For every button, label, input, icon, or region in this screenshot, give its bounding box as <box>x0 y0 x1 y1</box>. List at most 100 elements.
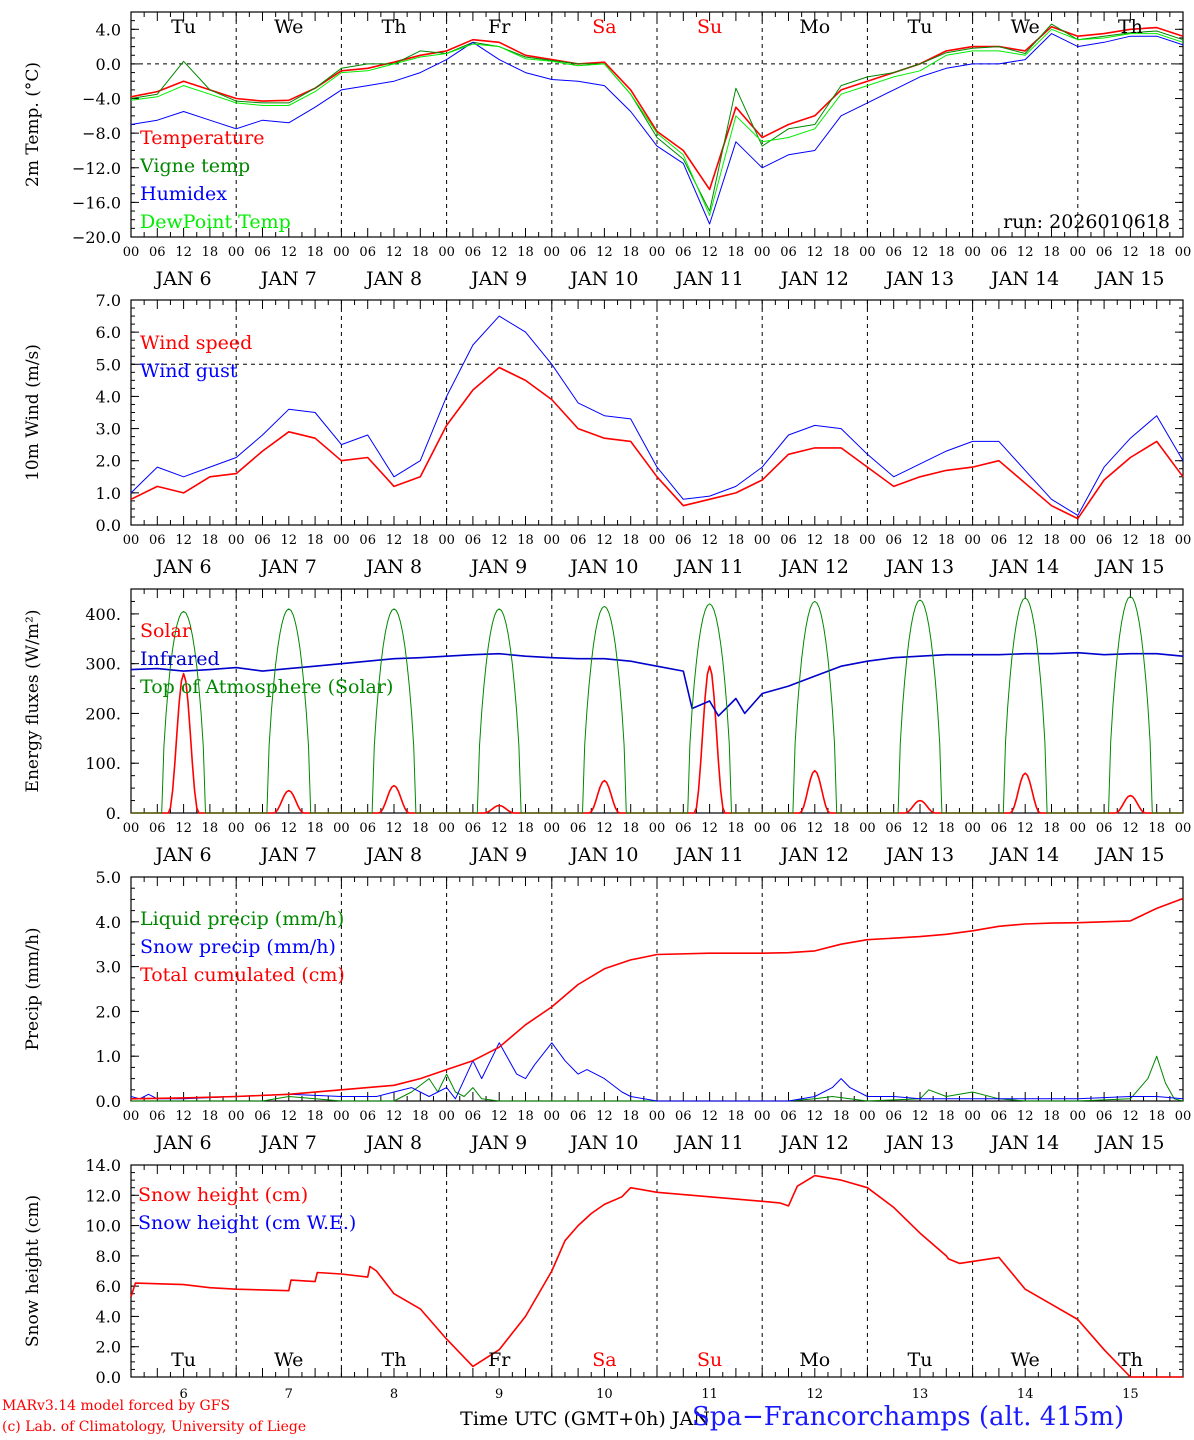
day-number-label: 6 <box>179 1387 187 1402</box>
hour-tick-label: 00 <box>649 533 666 548</box>
weekday-label: Th <box>1118 16 1143 38</box>
hour-tick-label: 18 <box>412 1109 429 1124</box>
hour-tick-label: 00 <box>333 533 350 548</box>
series-line-top-of-atmosphere-solar <box>131 596 1183 814</box>
hour-tick-label: 12 <box>596 821 613 836</box>
day-number-label: 12 <box>807 1387 824 1402</box>
date-label: JAN 11 <box>674 556 744 578</box>
hour-tick-label: 18 <box>517 1109 534 1124</box>
hour-tick-label: 00 <box>438 533 455 548</box>
y-tick-label: 300. <box>85 655 121 674</box>
hour-tick-label: 12 <box>1122 1109 1139 1124</box>
hour-tick-label: 12 <box>1017 1109 1034 1124</box>
date-label: JAN 10 <box>568 844 638 866</box>
date-label: JAN 7 <box>259 556 317 578</box>
hour-tick-label: 12 <box>1017 533 1034 548</box>
day-number-label: 8 <box>390 1387 398 1402</box>
legend-entry: Humidex <box>140 183 227 205</box>
hour-tick-label: 06 <box>780 821 797 836</box>
weekday-label: Tu <box>171 1349 196 1371</box>
hour-tick-label: 18 <box>202 533 219 548</box>
date-label: JAN 15 <box>1094 556 1164 578</box>
hour-tick-label: 00 <box>649 1109 666 1124</box>
day-number-label: 9 <box>495 1387 503 1402</box>
weekday-label: Tu <box>171 16 196 38</box>
hour-tick-label: 12 <box>701 533 718 548</box>
date-label: JAN 13 <box>884 268 954 290</box>
weekday-label: Sa <box>592 1349 616 1371</box>
series-line-wind-gust <box>130 315 1184 516</box>
hour-tick-label: 12 <box>1017 821 1034 836</box>
hour-tick-label: 06 <box>780 533 797 548</box>
hour-tick-label: 00 <box>1175 533 1192 548</box>
hour-tick-label: 00 <box>1070 1109 1087 1124</box>
hour-tick-label: 18 <box>517 821 534 836</box>
legend-entry: DewPoint Temp <box>140 211 291 233</box>
hour-tick-label: 18 <box>307 821 324 836</box>
legend-entry: Snow height (cm) <box>138 1184 308 1206</box>
date-label: JAN 9 <box>469 844 527 866</box>
hour-tick-label: 18 <box>1148 533 1165 548</box>
hour-tick-label: 00 <box>123 533 140 548</box>
y-tick-label: 0.0 <box>96 1368 121 1387</box>
hour-tick-label: 00 <box>333 245 350 260</box>
hour-tick-label: 00 <box>859 821 876 836</box>
hour-tick-label: 18 <box>1043 245 1060 260</box>
hour-tick-label: 06 <box>991 821 1008 836</box>
weekday-label: We <box>1011 1349 1040 1371</box>
date-label: JAN 11 <box>674 1132 744 1154</box>
y-tick-label: 5.0 <box>96 355 121 374</box>
weekday-label: Su <box>697 1349 722 1371</box>
hour-tick-label: 18 <box>938 533 955 548</box>
hour-tick-label: 06 <box>359 245 376 260</box>
day-number-label: 14 <box>1017 1387 1034 1402</box>
date-label: JAN 15 <box>1094 844 1164 866</box>
hour-tick-label: 18 <box>622 821 639 836</box>
hour-tick-label: 06 <box>254 1109 271 1124</box>
day-number-label: 7 <box>285 1387 293 1402</box>
hour-tick-label: 18 <box>1148 245 1165 260</box>
date-label: JAN 7 <box>259 1132 317 1154</box>
hour-tick-label: 12 <box>175 1109 192 1124</box>
hour-tick-label: 06 <box>570 1109 587 1124</box>
hour-tick-label: 18 <box>307 245 324 260</box>
date-label: JAN 8 <box>364 556 422 578</box>
hour-tick-label: 18 <box>622 533 639 548</box>
date-label: JAN 12 <box>779 556 849 578</box>
date-label: JAN 15 <box>1094 268 1164 290</box>
date-label: JAN 13 <box>884 556 954 578</box>
series-line-infrared <box>130 651 1184 717</box>
x-axis-label: Time UTC (GMT+0h) JAN <box>460 1408 710 1430</box>
legend-entry: Snow height (cm W.E.) <box>138 1212 356 1234</box>
date-label: JAN 6 <box>154 556 212 578</box>
weekday-label: Th <box>382 1349 407 1371</box>
hour-tick-label: 12 <box>1017 245 1034 260</box>
hour-tick-label: 18 <box>728 245 745 260</box>
hour-tick-label: 12 <box>1122 533 1139 548</box>
hour-tick-label: 06 <box>1096 533 1113 548</box>
hour-tick-label: 12 <box>912 245 929 260</box>
legend-entry: Infrared <box>140 648 220 670</box>
weekday-label: Sa <box>592 16 616 38</box>
y-tick-label: −12.0 <box>72 159 121 178</box>
y-tick-label: −8.0 <box>82 124 121 143</box>
hour-tick-label: 12 <box>281 245 298 260</box>
hour-tick-label: 00 <box>438 1109 455 1124</box>
y-tick-label: 3.0 <box>96 420 121 439</box>
hour-tick-label: 00 <box>228 1109 245 1124</box>
y-tick-label: 5.0 <box>96 868 121 887</box>
hour-tick-label: 12 <box>807 245 824 260</box>
hour-tick-label: 12 <box>175 245 192 260</box>
date-label: JAN 6 <box>154 1132 212 1154</box>
hour-tick-label: 00 <box>859 1109 876 1124</box>
hour-tick-label: 00 <box>228 533 245 548</box>
weekday-label: Mo <box>799 16 830 38</box>
weekday-label: We <box>1011 16 1040 38</box>
hour-tick-label: 00 <box>228 821 245 836</box>
hour-tick-label: 12 <box>281 821 298 836</box>
y-tick-label: 2.0 <box>96 452 121 471</box>
day-number-label: 15 <box>1122 1387 1139 1402</box>
hour-tick-label: 06 <box>780 245 797 260</box>
hour-tick-label: 18 <box>1148 1109 1165 1124</box>
hour-tick-label: 18 <box>517 245 534 260</box>
